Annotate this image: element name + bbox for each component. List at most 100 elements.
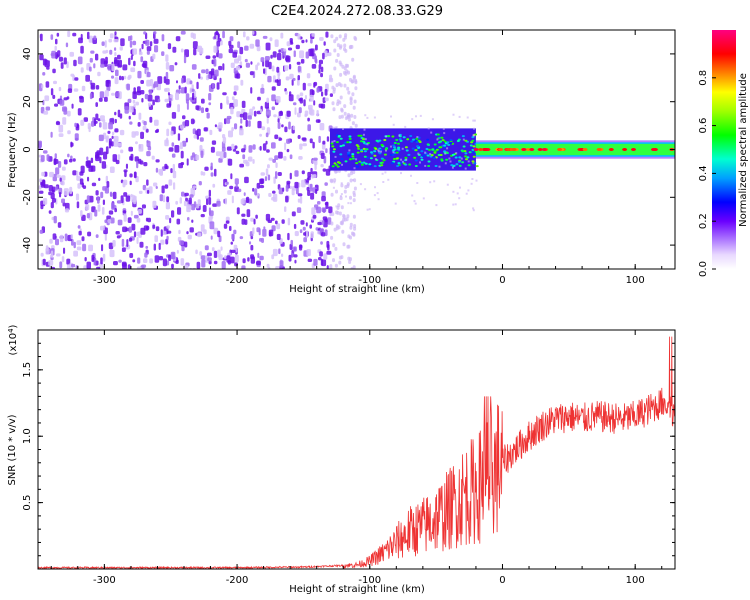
spectrogram-cell (340, 193, 343, 196)
spectrogram-cell (313, 157, 318, 161)
spectrogram-cell (235, 65, 240, 71)
spectrogram-cell (264, 56, 270, 61)
spectrogram-cell (95, 154, 100, 162)
spectrogram-cell (307, 176, 311, 181)
spectrogram-cell (52, 94, 56, 99)
spectrogram-cell (431, 118, 434, 121)
spectrogram-cell (107, 219, 112, 224)
spectrogram-cell (349, 77, 352, 82)
spectrogram-cell (454, 156, 458, 159)
spectrogram-cell (303, 237, 307, 243)
spectrogram-cell (475, 165, 479, 168)
spectrogram-cell (263, 68, 266, 74)
spectrogram-cell (222, 30, 225, 39)
spectrogram-cell (349, 97, 353, 102)
spectrogram-cell (164, 163, 168, 169)
spectrogram-cell (330, 142, 334, 145)
spectrogram-cell (162, 258, 167, 267)
spectrogram-cell (467, 189, 470, 192)
spectrogram-cell (241, 213, 246, 217)
spectrogram-cell (434, 147, 438, 149)
spectrogram-cell (328, 206, 333, 214)
spectrogram-cell (154, 119, 159, 126)
spectrogram-cell (182, 140, 187, 147)
spectrogram-cell (374, 186, 376, 189)
spectrogram-cell (243, 112, 248, 120)
spectrogram-cell (332, 126, 335, 129)
spectrogram-cell (210, 215, 214, 219)
spectrogram-cell (180, 87, 186, 94)
spectrogram-cell (104, 40, 107, 48)
spectrogram-cell (145, 39, 150, 46)
spectrogram-cell (339, 95, 343, 100)
spectrogram-cell (129, 105, 134, 113)
spectrogram-cell (141, 204, 146, 209)
spectrogram-cell (429, 153, 432, 156)
spectrogram-cell (114, 128, 119, 133)
spectrogram-cell (148, 89, 152, 95)
spectrogram-cell (309, 138, 313, 144)
x-tick-label: -200 (226, 575, 249, 586)
spectrogram-cell (420, 158, 424, 161)
spectrogram-peak (608, 148, 614, 151)
spectrogram-cell (75, 193, 80, 201)
spectrogram-cell (164, 184, 169, 189)
spectrogram-cell (166, 128, 170, 137)
spectrogram-cell (184, 86, 187, 94)
spectrogram-cell (271, 142, 276, 149)
spectrogram-cell (312, 174, 317, 178)
spectrogram-cell (51, 250, 54, 258)
spectrogram-cell (171, 210, 175, 218)
spectrogram-cell (392, 151, 395, 154)
spectrogram-cell (350, 266, 354, 269)
spectrogram-cell (366, 156, 370, 159)
spectrogram-cell (268, 61, 272, 70)
spectrogram-cell (331, 85, 335, 90)
spectrogram-cell (72, 170, 77, 176)
spectrogram-cell (127, 98, 132, 103)
spectrogram-cell (199, 145, 203, 153)
spectrogram-cell (326, 52, 332, 57)
spectrogram-cell (452, 203, 455, 206)
x-tick-label: 0 (499, 275, 505, 286)
spectrogram-cell (309, 224, 312, 229)
spectrogram-cell (86, 261, 91, 269)
spectrogram-cell (350, 113, 354, 118)
spectrogram-cell (375, 139, 379, 142)
spectrogram-cell (183, 264, 189, 269)
spectrogram-cell (190, 118, 195, 125)
spectrogram-cell (234, 123, 238, 130)
spectrogram-cell (167, 43, 172, 50)
spectrogram-cell (181, 191, 185, 197)
spectrogram-cell (244, 58, 248, 63)
spectrogram-cell (306, 73, 311, 79)
spectrogram-cell (377, 198, 380, 201)
spectrogram-cell (128, 115, 131, 120)
spectrogram-cell (228, 130, 233, 138)
spectrogram-cell (420, 150, 424, 153)
spectrogram-cell (99, 91, 105, 99)
spectrogram-cell (340, 114, 344, 119)
spectrogram-cell (266, 97, 269, 104)
spectrogram-cell (113, 261, 118, 266)
spectrogram-cell (217, 249, 221, 258)
spectrogram-cell (293, 223, 297, 229)
spectrogram-cell (56, 174, 61, 178)
spectrogram-cell (346, 244, 350, 249)
spectrogram-cell (449, 160, 452, 163)
spectrogram-cell (157, 76, 163, 84)
spectrogram-cell (374, 158, 377, 161)
spectrogram-cell (271, 197, 276, 201)
spectrogram-cell (295, 186, 299, 195)
spectrogram-cell (373, 194, 376, 197)
spectrogram-cell (80, 119, 85, 126)
spectrogram-cell (340, 157, 344, 160)
spectrogram-cell (138, 112, 142, 120)
spectrogram-cell (174, 145, 180, 153)
spectrogram-cell (473, 127, 475, 130)
spectrogram-cell (362, 133, 365, 136)
spectrogram-cell (99, 156, 102, 164)
spectrogram-cell (280, 32, 284, 39)
spectrogram-cell (305, 39, 308, 43)
snr-y-multiplier: (x104) (7, 324, 19, 355)
